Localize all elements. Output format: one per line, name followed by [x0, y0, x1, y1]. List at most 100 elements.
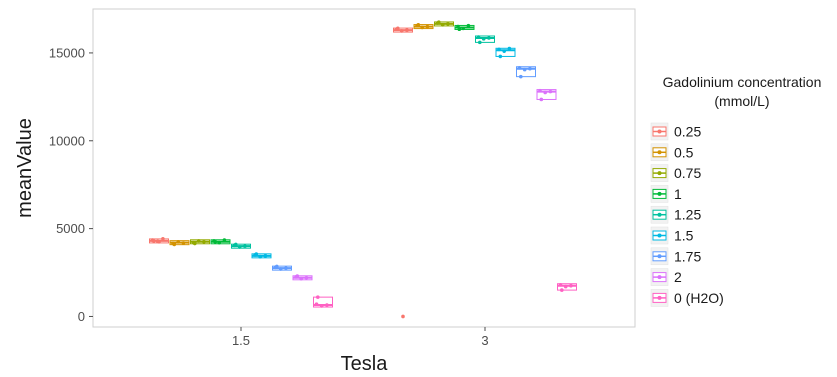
data-point: [498, 54, 503, 59]
legend-label: 2: [674, 269, 682, 285]
x-tick-label: 1.5: [232, 333, 250, 348]
y-tick-label: 0: [78, 309, 85, 324]
box-0.75-3: [434, 20, 454, 27]
box-1.5-3: [495, 46, 516, 59]
data-point: [405, 28, 409, 32]
data-point: [558, 283, 563, 287]
data-point: [519, 74, 523, 79]
data-point: [416, 23, 421, 27]
data-point: [314, 302, 319, 306]
legend-item: 1.5: [650, 226, 694, 245]
data-point: [569, 283, 573, 288]
data-point: [258, 254, 263, 259]
legend-key-dot: [657, 191, 662, 196]
box-0.5-3: [413, 23, 434, 30]
box-1-1.5: [210, 238, 231, 245]
box-1.5-1.5: [251, 252, 272, 259]
box-0-H2O--3: [557, 283, 577, 292]
data-point: [237, 245, 242, 249]
legend-item: 2: [650, 268, 682, 286]
data-point: [466, 23, 471, 28]
data-point: [181, 241, 186, 245]
data-point: [161, 237, 165, 241]
data-point: [396, 26, 400, 31]
legend-label: 0.75: [674, 165, 701, 181]
data-point: [319, 304, 324, 308]
y-axis: 0 5000 10000 15000: [49, 45, 93, 324]
legend-label: 0.25: [674, 124, 701, 140]
legend-item: 0.25: [650, 122, 701, 141]
data-point: [193, 241, 197, 246]
data-point: [152, 239, 156, 243]
panel-background: [92, 8, 636, 328]
data-point: [539, 97, 544, 102]
box-1.75-1.5: [272, 264, 292, 271]
data-point: [481, 37, 486, 41]
legend-key-dot: [657, 212, 662, 217]
legend-label: 0.5: [674, 144, 694, 160]
data-point: [275, 264, 279, 269]
legend-label: 0 (H2O): [674, 290, 724, 306]
data-point: [517, 66, 522, 70]
legend-label: 1: [674, 186, 682, 202]
data-point: [522, 67, 527, 72]
data-point: [304, 276, 309, 280]
box-body: [516, 66, 536, 78]
data-point: [295, 274, 300, 278]
data-point: [461, 26, 466, 31]
data-point: [543, 90, 547, 95]
data-point: [213, 239, 218, 244]
legend-item: 0 (H2O): [650, 289, 724, 307]
box-0.75-1.5: [190, 239, 210, 246]
legend-title-line-2: (mmol/L): [714, 93, 769, 109]
data-point: [425, 24, 430, 29]
data-point: [401, 314, 405, 319]
data-point: [478, 40, 482, 45]
legend-item: 1.25: [650, 205, 701, 224]
data-point: [538, 88, 542, 93]
data-point: [507, 46, 512, 51]
box-2-3: [536, 88, 557, 102]
legend-key-dot: [657, 295, 662, 300]
legend-key-dot: [657, 254, 662, 259]
legend-key-dot: [657, 171, 662, 176]
legend-label: 1.25: [674, 207, 701, 223]
x-tick-label: 3: [481, 333, 488, 348]
data-point: [172, 242, 177, 247]
data-point: [176, 239, 180, 244]
data-point: [222, 238, 227, 242]
legend-key-dot: [657, 275, 662, 280]
data-point: [243, 244, 247, 248]
x-axis: 1.5 3: [232, 327, 489, 348]
box-1.25-3: [475, 35, 495, 45]
legend-item: 1.75: [650, 247, 701, 266]
data-point: [420, 25, 425, 30]
data-point: [476, 35, 481, 39]
legend-item: 0.5: [650, 143, 694, 162]
box-2-1.5: [292, 274, 313, 281]
legend-item: 0.75: [650, 164, 701, 182]
y-tick-label: 15000: [49, 45, 85, 60]
legend-label: 1.5: [674, 228, 694, 244]
data-point: [457, 27, 462, 32]
data-point: [440, 23, 445, 27]
box-body: [536, 89, 557, 100]
data-point: [487, 36, 491, 40]
data-point: [217, 240, 221, 245]
y-tick-label: 5000: [56, 221, 85, 236]
legend-key-dot: [657, 233, 662, 238]
box-0.25-3: [393, 26, 413, 319]
data-point: [254, 252, 259, 256]
legend-title-line-1: Gadolinium concentration: [663, 74, 822, 90]
box-0.5-1.5: [169, 239, 190, 247]
legend-label: 1.75: [674, 248, 701, 264]
box-0-H2O--1.5: [313, 295, 333, 308]
y-axis-title: meanValue: [14, 118, 36, 218]
data-point: [284, 266, 288, 270]
y-tick-label: 10000: [49, 133, 85, 148]
data-point: [502, 49, 507, 53]
plot-marks: [149, 20, 577, 319]
box-1.75-3: [516, 66, 536, 79]
legend-key-dot: [657, 150, 662, 155]
